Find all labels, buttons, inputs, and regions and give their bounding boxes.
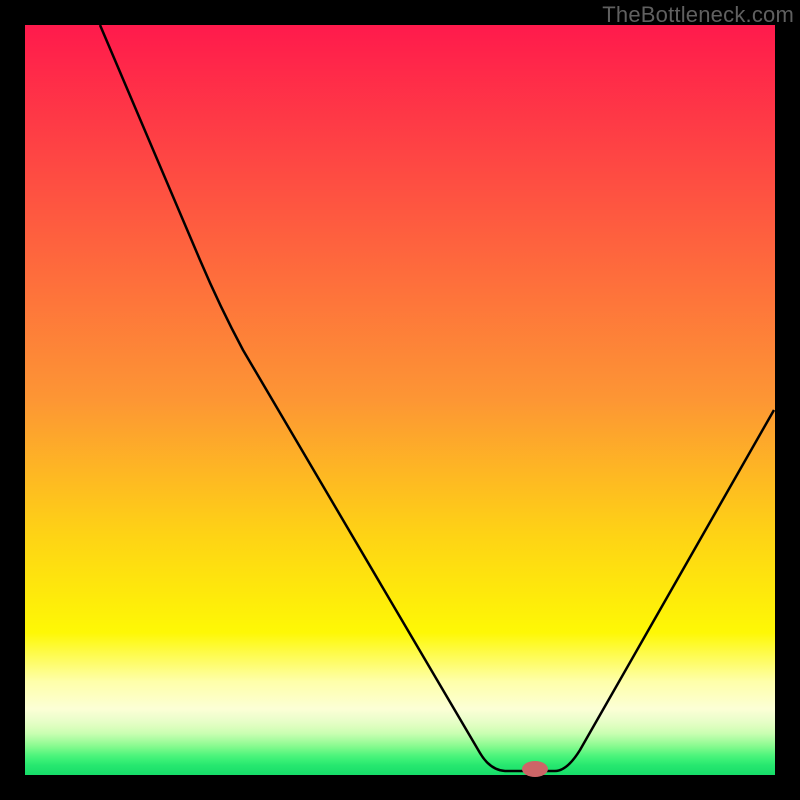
- watermark-label: TheBottleneck.com: [602, 2, 794, 28]
- optimal-point-marker: [522, 761, 548, 777]
- chart-plot-area: [25, 25, 775, 775]
- curve-path: [100, 25, 774, 771]
- bottleneck-curve: [25, 25, 775, 775]
